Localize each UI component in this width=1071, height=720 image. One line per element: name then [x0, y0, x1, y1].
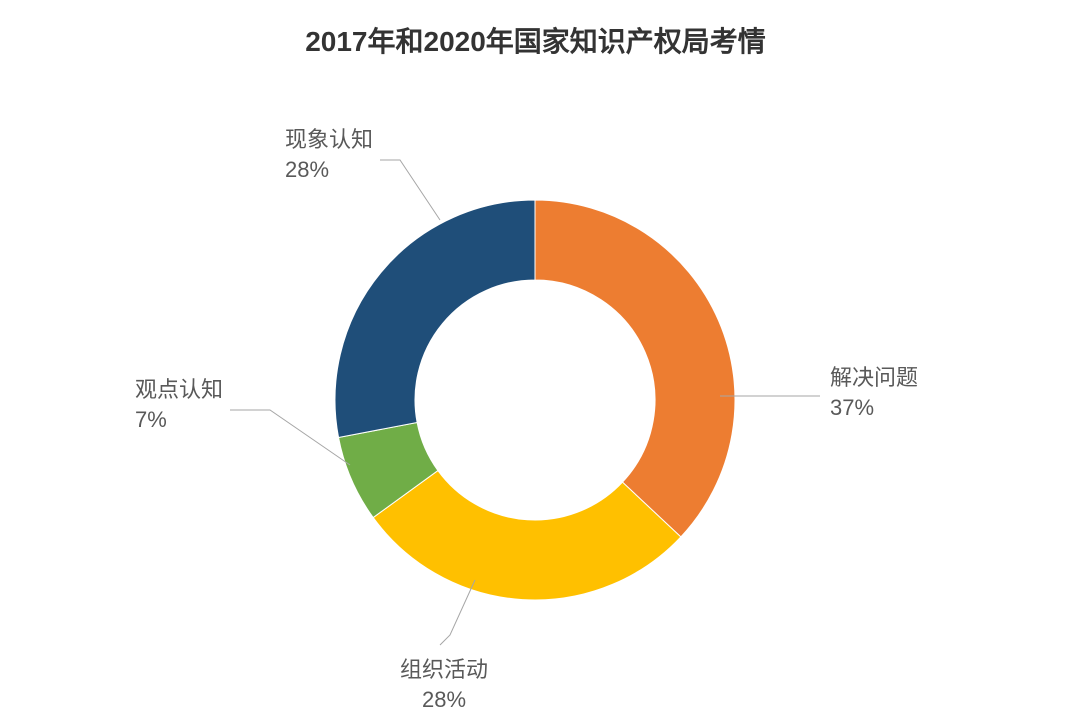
slice-label-pct-3: 28%	[285, 155, 373, 185]
slice-label-1: 组织活动28%	[400, 655, 488, 714]
slice-label-name-1: 组织活动	[400, 655, 488, 685]
slice-label-pct-1: 28%	[400, 685, 488, 715]
slice-label-3: 现象认知28%	[285, 125, 373, 184]
slice-label-name-3: 现象认知	[285, 125, 373, 155]
slice-label-name-0: 解决问题	[830, 363, 918, 393]
slice-0	[535, 200, 735, 537]
leader-2	[230, 410, 350, 465]
slice-label-name-2: 观点认知	[135, 375, 223, 405]
slice-label-2: 观点认知7%	[135, 375, 223, 434]
slice-label-pct-2: 7%	[135, 405, 223, 435]
leader-1	[440, 580, 475, 645]
slice-label-0: 解决问题37%	[830, 363, 918, 422]
leader-3	[380, 160, 440, 220]
slice-label-pct-0: 37%	[830, 393, 918, 423]
donut-chart: 解决问题37%组织活动28%观点认知7%现象认知28%	[0, 80, 1071, 720]
slice-3	[335, 200, 535, 437]
chart-title: 2017年和2020年国家知识产权局考情	[0, 20, 1071, 60]
